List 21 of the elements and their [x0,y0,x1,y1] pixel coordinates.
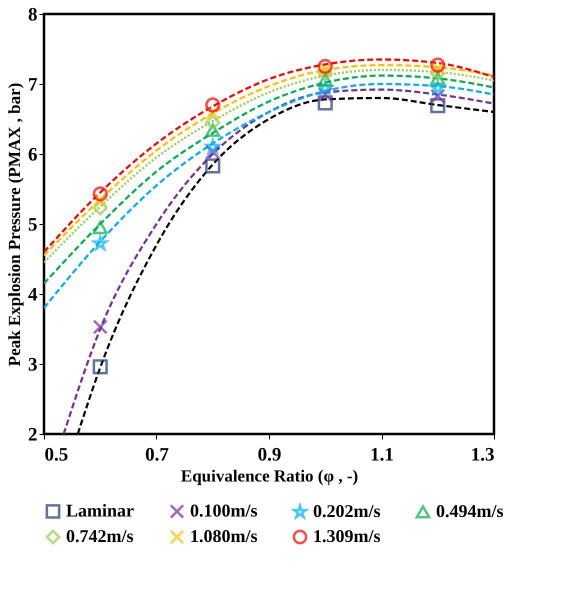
legend-label: 1.080m/s [190,526,258,546]
y-axis-title: Peak Explosion Pressure (PMAX , bar) [5,82,24,366]
x-tick-label: 1.3 [470,444,494,466]
y-tick-label: 5 [28,214,38,236]
y-tick-label: 3 [28,354,38,376]
legend-label: Laminar [66,500,134,520]
x-tick-label: 1.1 [370,444,394,466]
y-tick-label: 4 [28,284,38,306]
legend-label: 0.202m/s [313,501,380,522]
y-tick-label: 6 [28,144,38,166]
legend-label: 0.742m/s [66,526,134,546]
x-axis-title: Equivalence Ratio (φ , -) [180,466,358,486]
legend-label: 0.494m/s [436,500,504,521]
y-tick-label: 8 [28,4,38,26]
legend-label: 0.100m/s [190,500,258,520]
legend-label: 1.309m/s [313,526,380,546]
x-tick-label: 0.9 [258,444,282,466]
x-tick-label: 0.5 [44,444,68,466]
y-tick-label: 7 [28,74,38,96]
y-tick-label: 2 [28,424,38,446]
x-tick-label: 0.7 [145,444,170,466]
